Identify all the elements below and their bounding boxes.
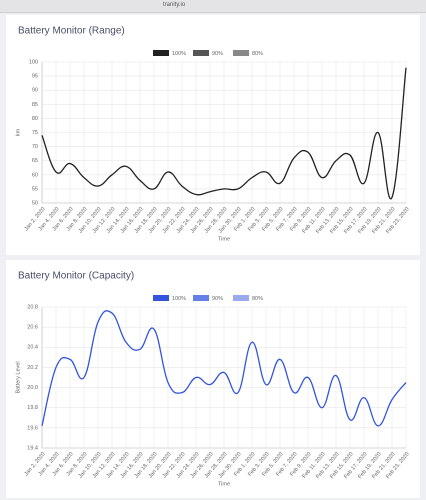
x-axis-label: Time xyxy=(218,481,230,487)
legend-label: 80% xyxy=(252,51,263,57)
y-axis-label: km xyxy=(15,128,21,136)
legend-swatch xyxy=(233,295,249,301)
y-tick-label: 90 xyxy=(32,88,38,94)
chart-card: Battery Monitor (Range) 100% 90% 80% 50 55 60 6… xyxy=(6,15,420,255)
legend-swatch xyxy=(153,295,169,301)
y-tick-label: 20.6 xyxy=(27,325,38,331)
y-tick-label: 20.4 xyxy=(27,345,38,351)
chart-title: Battery Monitor (Range) xyxy=(18,26,125,37)
y-tick-label: 20.8 xyxy=(27,304,38,310)
y-tick-label: 60 xyxy=(32,172,38,178)
url: tranity.io xyxy=(163,2,186,8)
y-tick-label: 80 xyxy=(32,116,38,122)
y-tick-label: 75 xyxy=(32,130,38,136)
y-tick-label: 19.4 xyxy=(27,445,38,451)
y-tick-label: 20.0 xyxy=(27,385,38,391)
legend-swatch xyxy=(193,295,209,301)
y-tick-label: 85 xyxy=(32,102,38,108)
legend-label: 90% xyxy=(212,51,223,57)
y-axis-label: Battery Level xyxy=(15,361,21,393)
legend-label: 80% xyxy=(252,296,263,302)
y-tick-label: 65 xyxy=(32,158,38,164)
y-tick-label: 19.6 xyxy=(27,425,38,431)
y-tick-label: 20.2 xyxy=(27,365,38,371)
browser-bar: tranity.io xyxy=(0,0,426,13)
legend-swatch xyxy=(233,50,249,56)
x-axis-label: Time xyxy=(218,236,230,242)
chart-card: Battery Monitor (Capacity) 100% 90% 80% 19.4… xyxy=(6,260,420,498)
y-tick-label: 50 xyxy=(32,200,38,206)
data-line xyxy=(41,67,407,200)
y-tick-label: 100 xyxy=(29,59,38,65)
data-line xyxy=(41,310,407,427)
y-tick-label: 19.8 xyxy=(27,405,38,411)
legend-label: 90% xyxy=(212,296,223,302)
legend-label: 100% xyxy=(172,51,186,57)
legend-swatch xyxy=(153,50,169,56)
legend-label: 100% xyxy=(172,296,186,302)
chart-title: Battery Monitor (Capacity) xyxy=(18,271,134,282)
y-tick-label: 95 xyxy=(32,74,38,80)
y-tick-label: 70 xyxy=(32,144,38,150)
legend-swatch xyxy=(193,50,209,56)
y-tick-label: 55 xyxy=(32,186,38,192)
